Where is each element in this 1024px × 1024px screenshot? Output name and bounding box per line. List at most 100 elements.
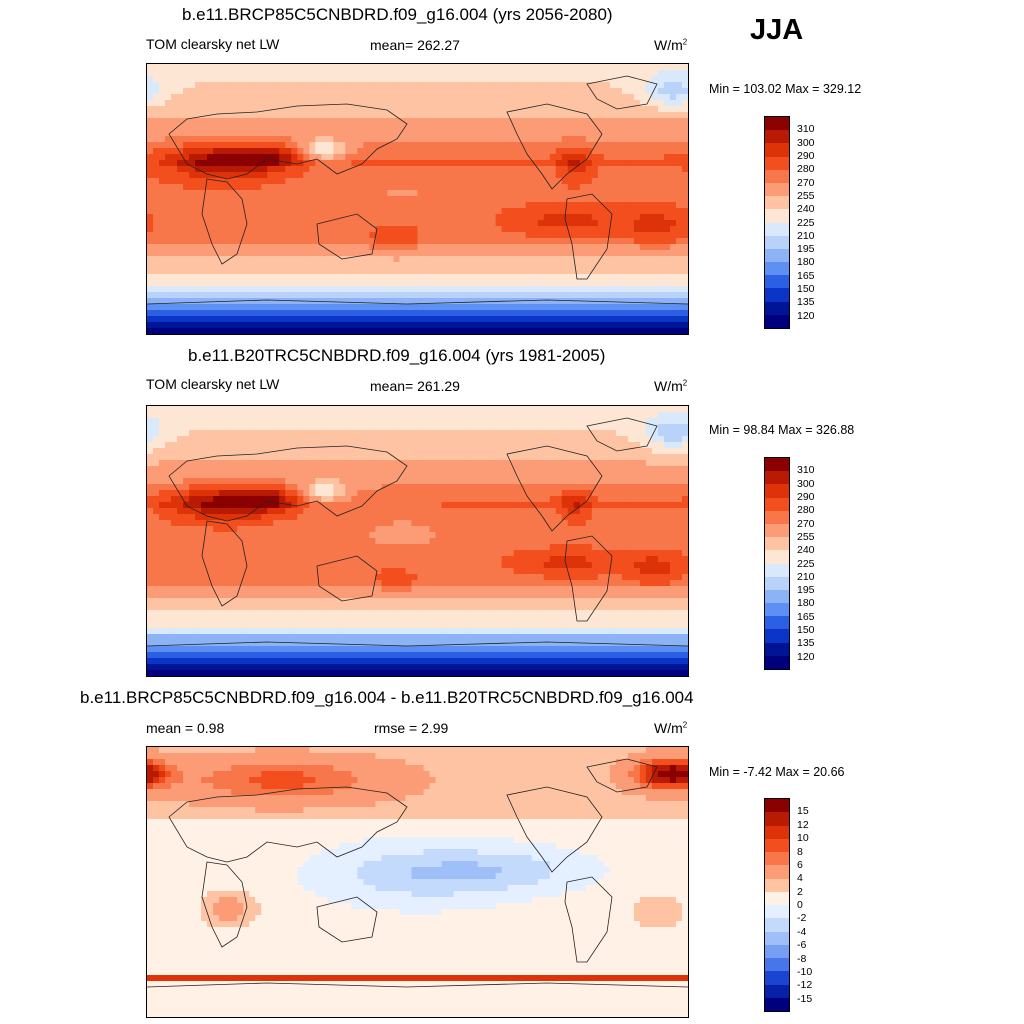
map-cell	[219, 274, 226, 281]
map-cell	[555, 256, 563, 263]
map-cell	[465, 166, 473, 173]
map-cell	[489, 88, 497, 95]
map-cell	[681, 304, 688, 311]
map-cell	[183, 82, 190, 89]
map-cell	[225, 232, 232, 239]
map-cell	[147, 418, 154, 425]
map-cell	[525, 424, 533, 431]
map-cell	[219, 82, 226, 89]
map-cell	[243, 142, 250, 149]
map-cell	[261, 64, 268, 71]
map-cell	[309, 322, 316, 329]
map-cell	[471, 286, 479, 293]
map-cell	[651, 250, 659, 257]
map-cell	[669, 94, 677, 101]
map-cell	[633, 124, 641, 131]
map-cell	[321, 262, 328, 269]
map-cell	[255, 226, 262, 233]
map-cell	[219, 424, 226, 431]
map-cell	[201, 142, 208, 149]
map-cell	[159, 430, 166, 437]
map-cell	[285, 130, 292, 137]
map-cell	[267, 460, 274, 467]
map-cell	[447, 298, 455, 305]
map-cell	[651, 292, 659, 299]
map-cell	[597, 232, 605, 239]
map-cell	[603, 256, 611, 263]
map-cell	[513, 88, 521, 95]
map-cell	[153, 208, 160, 215]
map-cell	[399, 196, 407, 203]
map-cell	[375, 118, 383, 125]
map-cell	[375, 154, 383, 161]
map-cell	[537, 178, 545, 185]
map-cell	[405, 202, 413, 209]
map-cell	[405, 232, 413, 239]
map-cell	[147, 316, 154, 323]
map-cell	[195, 118, 202, 125]
map-cell	[681, 136, 688, 143]
map-cell	[471, 214, 479, 221]
map-cell	[357, 310, 364, 317]
map-cell	[219, 430, 226, 437]
map-cell	[387, 286, 395, 293]
map-cell	[645, 316, 653, 323]
map-cell	[681, 106, 688, 113]
map-cell	[291, 256, 298, 263]
map-cell	[477, 412, 485, 419]
map-cell	[375, 208, 383, 215]
map-cell	[561, 130, 569, 137]
map-cell	[207, 70, 214, 77]
map-cell	[381, 118, 389, 125]
map-cell	[501, 208, 509, 215]
map-cell	[615, 286, 623, 293]
map-cell	[579, 424, 587, 431]
map-cell	[345, 256, 352, 263]
map-cell	[501, 106, 509, 113]
map-cell	[453, 184, 461, 191]
map-cell	[201, 124, 208, 131]
map-cell	[351, 190, 358, 197]
map-cell	[291, 148, 298, 155]
map-cell	[159, 436, 166, 443]
map-cell	[225, 292, 232, 299]
map-cell	[411, 220, 419, 227]
map-cell	[663, 316, 671, 323]
map-cell	[675, 448, 683, 455]
map-cell	[489, 442, 497, 449]
map-cell	[663, 136, 671, 143]
map-cell	[225, 238, 232, 245]
map-cell	[483, 220, 491, 227]
panel2-variable-label: TOM clearsky net LW	[146, 376, 280, 392]
map-cell	[207, 280, 214, 287]
map-cell	[423, 406, 431, 413]
map-cell	[207, 418, 214, 425]
map-cell	[369, 82, 377, 89]
map-cell	[147, 178, 154, 185]
map-cell	[435, 310, 443, 317]
map-cell	[459, 310, 467, 317]
map-cell	[525, 454, 533, 461]
map-cell	[261, 148, 268, 155]
map-cell	[531, 124, 539, 131]
map-cell	[429, 178, 437, 185]
map-cell	[339, 184, 346, 191]
map-cell	[153, 232, 160, 239]
map-cell	[591, 226, 599, 233]
map-cell	[219, 304, 226, 311]
map-cell	[435, 130, 443, 137]
map-cell	[513, 310, 521, 317]
map-cell	[495, 214, 503, 221]
map-cell	[213, 82, 220, 89]
map-cell	[345, 406, 352, 413]
map-cell	[477, 202, 485, 209]
map-cell	[675, 154, 683, 161]
map-cell	[207, 148, 214, 155]
map-cell	[669, 166, 677, 173]
map-cell	[225, 196, 232, 203]
map-cell	[159, 64, 166, 71]
map-cell	[423, 304, 431, 311]
map-cell	[573, 460, 581, 467]
map-cell	[567, 118, 575, 125]
map-cell	[531, 442, 539, 449]
